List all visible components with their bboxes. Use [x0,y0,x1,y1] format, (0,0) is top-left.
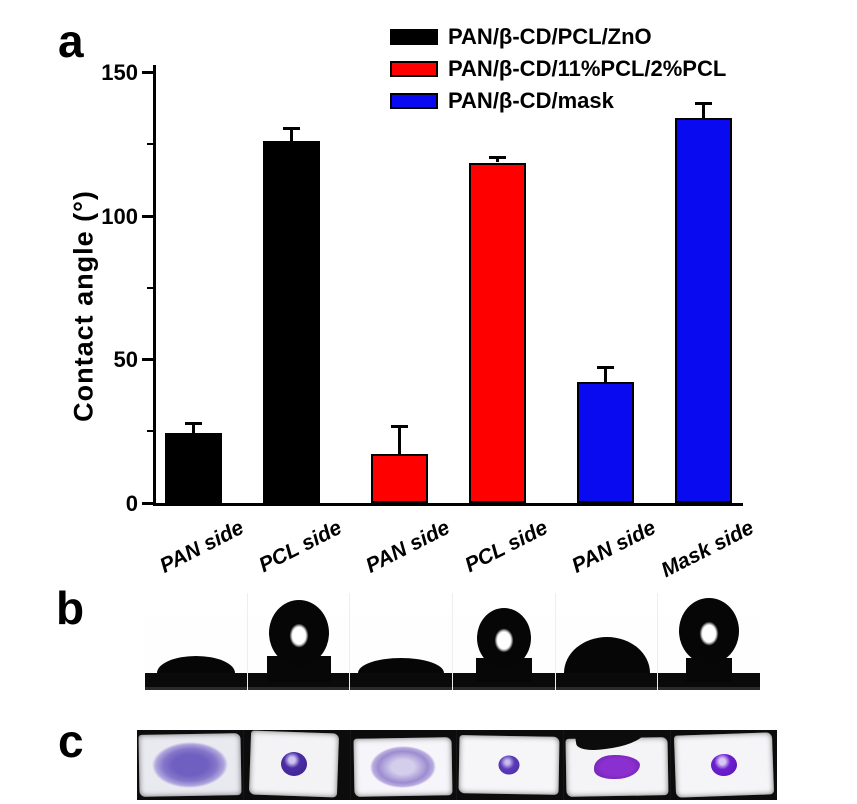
chart-legend: PAN/β-CD/PCL/ZnO PAN/β-CD/11%PCL/2%PCL PAN… [390,21,726,117]
y-axis-tick-label: 50 [113,347,138,373]
y-axis-major-tick [142,502,153,505]
error-bar [603,367,607,383]
legend-label: PAN/β-CD/mask [448,88,614,113]
fabric-swatch [458,735,560,795]
error-bar-cap [596,365,614,369]
beaded-droplet-photo [453,593,556,690]
panel-b-label: b [56,582,85,634]
substrate-surface [145,673,247,690]
y-axis-minor-tick [147,430,153,433]
contact-angle-bar [576,382,634,503]
error-bar [495,158,499,163]
error-bar [701,103,705,118]
spread-dye-blob-photo [564,730,672,800]
legend-swatch [390,29,438,45]
substrate-surface [350,673,453,690]
spread-droplet-photo [350,593,454,690]
dye-stain [594,754,641,780]
contact-angle-bar [164,432,222,503]
fabric-swatch [565,730,669,797]
fabric-swatch [674,732,775,798]
y-axis-minor-tick [147,142,153,145]
error-bar-cap [488,156,506,160]
x-axis-category-label: PCL side [255,516,346,578]
x-axis-category-label: PAN side [156,516,248,578]
fabric-swatch [248,730,339,798]
legend-swatch [390,61,438,77]
x-axis-category-label: Mask side [657,516,758,583]
spread-droplet-photo [145,593,248,690]
beaded-droplet-photo [247,593,351,690]
y-axis-tick-label: 150 [101,60,138,85]
fabric-fold-shadow [574,730,648,754]
error-bar [191,423,195,433]
dye-stain [280,751,308,777]
error-bar-cap [694,101,712,105]
dye-drop-photo-strip [137,730,777,800]
legend-label: PAN/β-CD/PCL/ZnO [448,24,652,49]
legend-row: PAN/β-CD/PCL/ZnO [390,21,726,53]
water-droplet [476,608,531,668]
dye-stain [151,741,229,789]
x-axis-category-label: PCL side [461,516,552,578]
water-droplet [156,656,235,673]
absorbed-dye-stain-photo [137,730,244,800]
x-axis-category-label: PAN side [362,516,454,578]
contact-angle-bar [674,117,732,503]
error-bar-cap [184,421,202,425]
contact-angle-bar [370,454,428,503]
legend-row: PAN/β-CD/mask [390,85,726,117]
fabric-swatch [138,733,242,797]
bar-chart-plot-area: 0 50 100 150 PAN side PCL side PAN side PCL sid… [101,60,757,582]
legend-label: PAN/β-CD/11%PCL/2%PCL [448,56,727,81]
fabric-swatch [353,737,453,797]
legend-swatch [390,93,438,109]
dye-stain [498,755,521,775]
legend-row: PAN/β-CD/11%PCL/2%PCL [390,53,726,85]
beaded-dye-drop-photo [244,730,351,800]
beaded-droplet-photo [658,593,761,690]
x-axis-category-label: PAN side [568,516,660,578]
diffuse-dye-stain-photo [351,730,458,800]
error-bar [289,129,293,141]
dome-droplet-photo [555,593,659,690]
water-droplet [563,637,650,673]
water-droplet [679,598,740,664]
error-bar-cap [390,424,408,428]
y-axis-major-tick [142,71,153,74]
contact-angle-bar [468,162,526,503]
contact-angle-photo-strip [145,593,761,690]
error-bar [397,426,401,455]
dye-stain [710,753,738,777]
y-axis-major-tick [142,358,153,362]
contact-angle-bar [262,140,320,503]
panel-c-label: c [58,715,84,767]
y-axis-tick-label: 0 [125,491,138,516]
beaded-dye-drop-photo [671,730,777,800]
substrate-surface [555,673,658,690]
small-dye-drop-photo [457,730,565,800]
y-axis-minor-tick [147,286,153,289]
y-axis-major-tick [142,214,153,218]
error-bar-cap [282,127,300,131]
water-droplet [358,658,445,673]
y-axis-tick-label: 100 [101,203,138,229]
water-droplet [268,600,329,666]
panel-a-label: a [58,15,84,67]
dye-stain [369,745,437,789]
